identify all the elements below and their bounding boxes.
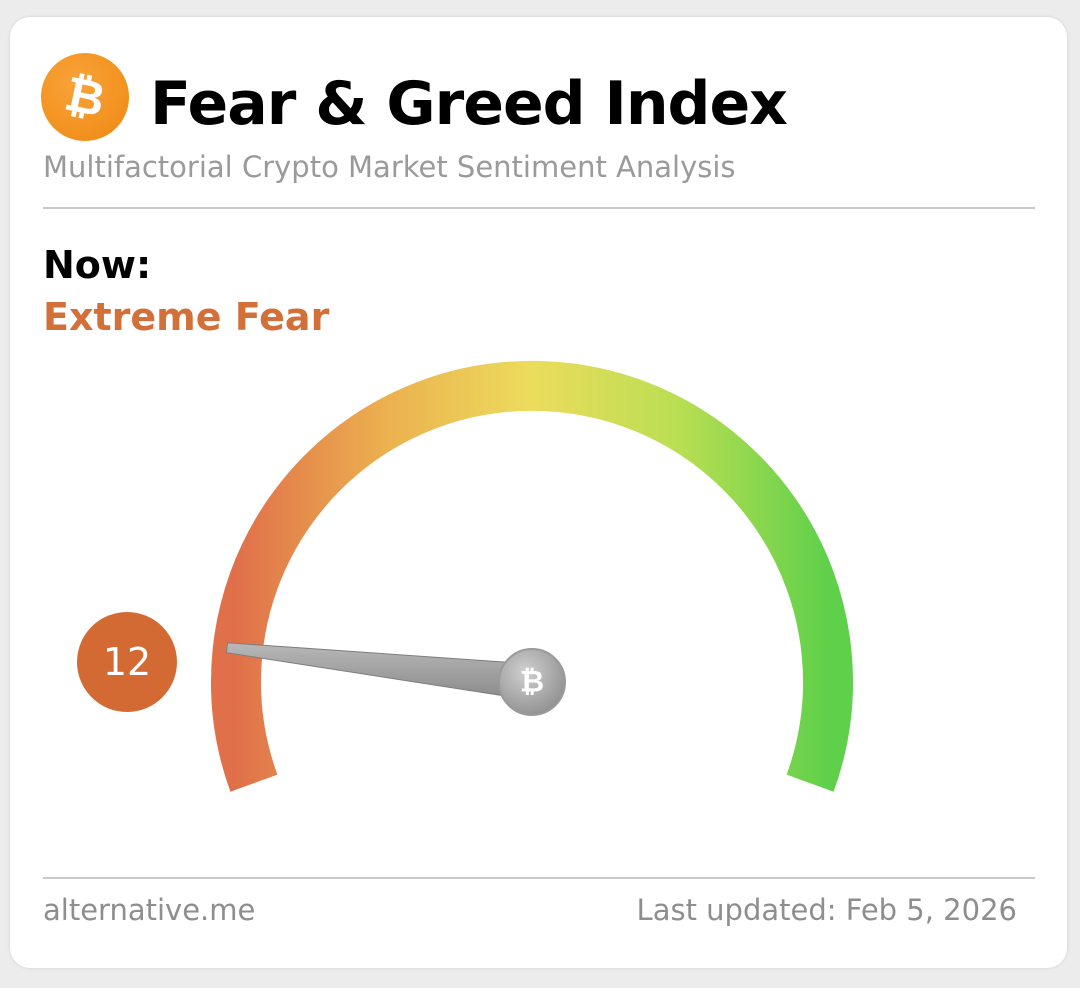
source-link[interactable]: alternative.me: [43, 893, 256, 927]
last-updated: Last updated: Feb 5, 2026: [636, 893, 1017, 927]
fear-greed-widget: ₿ Fear & Greed Index Multifactorial Cryp…: [10, 17, 1067, 968]
needle-hub-bitcoin-icon: [498, 648, 566, 716]
sentiment-gauge: ₿: [211, 360, 853, 792]
sentiment-classification: Extreme Fear: [43, 295, 330, 339]
index-value-badge: 12: [77, 612, 177, 712]
gauge-needle: [225, 642, 535, 701]
page-subtitle: Multifactorial Crypto Market Sentiment A…: [43, 150, 736, 184]
bitcoin-logo-icon: ₿: [41, 53, 129, 141]
footer-divider: [43, 877, 1035, 879]
needle-hub-glyph: ₿: [520, 665, 544, 700]
header-divider: [43, 207, 1035, 209]
page-title: Fear & Greed Index: [150, 69, 788, 139]
gauge-arc: [211, 360, 853, 792]
now-label: Now:: [43, 243, 152, 287]
